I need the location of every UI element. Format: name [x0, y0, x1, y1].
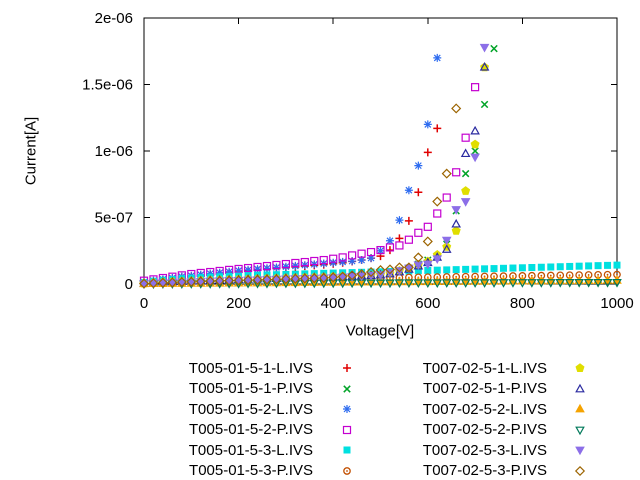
x-tick-label: 400 — [321, 295, 346, 312]
legend-label: T005-01-5-2-L.IVS — [188, 400, 313, 418]
x-tick-label: 800 — [510, 295, 535, 312]
legend-marker-pent-icon — [547, 360, 613, 376]
legend-label: T005-01-5-3-P.IVS — [189, 462, 313, 480]
legend-label: T007-02-5-2-L.IVS — [422, 400, 547, 418]
x-axis-title: Voltage[V] — [345, 322, 415, 340]
legend-marker-ftrid-icon — [547, 442, 613, 458]
y-tick-label: 1.5e-06 — [82, 77, 133, 94]
tick-labels: 0 200 400 600 800 1000 0 5e-07 1e-06 1.5e-06 2e-06 — [82, 10, 634, 312]
y-tick-label: 5e-07 — [95, 210, 133, 227]
chart-legend: T005-01-5-1-L.IVS T007-02-5-1-L.IVS T005-0… — [150, 358, 613, 480]
series-T005-01-5-1-L.IVS — [140, 124, 442, 287]
x-tick-label: 600 — [415, 295, 440, 312]
series-T007-02-5-3-P.IVS — [138, 103, 462, 289]
legend-marker-trid-icon — [547, 422, 613, 438]
series-T007-02-5-3-L.IVS — [139, 43, 490, 289]
legend-marker-cross-icon — [313, 381, 380, 397]
legend-label: T007-02-5-1-P.IVS — [423, 380, 547, 398]
legend-marker-square-icon — [313, 422, 380, 438]
legend-label: T007-02-5-3-P.IVS — [423, 462, 547, 480]
legend-marker-ftri-icon — [547, 401, 613, 417]
legend-marker-fsquare-icon — [313, 442, 380, 458]
y-tick-label: 1e-06 — [95, 143, 133, 160]
legend-marker-diamond-icon — [547, 463, 613, 479]
legend-label: T005-01-5-1-P.IVS — [189, 380, 313, 398]
x-tick-label: 0 — [140, 295, 148, 312]
x-tick-label: 1000 — [600, 295, 633, 312]
legend-marker-plus-icon — [313, 360, 380, 376]
legend-marker-tri-icon — [547, 381, 613, 397]
y-tick-label: 2e-06 — [95, 10, 133, 27]
plot-border — [143, 17, 618, 285]
y-axis-title: Current[A] — [22, 116, 40, 186]
legend-label: T007-02-5-3-L.IVS — [422, 441, 547, 459]
x-tick-label: 200 — [226, 295, 251, 312]
series-T005-01-5-2-P.IVS — [139, 83, 480, 285]
legend-label: T005-01-5-1-L.IVS — [188, 359, 313, 377]
series-T005-01-5-2-L.IVS — [140, 53, 442, 287]
legend-label: T005-01-5-2-P.IVS — [189, 421, 313, 439]
axis-ticks — [143, 17, 618, 285]
series-T007-02-5-1-L.IVS — [139, 62, 490, 288]
y-tick-label: 0 — [125, 276, 133, 293]
legend-marker-star-icon — [313, 401, 380, 417]
legend-label: T007-02-5-2-P.IVS — [423, 421, 547, 439]
legend-marker-circle-icon — [313, 463, 380, 479]
legend-label: T007-02-5-1-L.IVS — [422, 359, 547, 377]
legend-label: T005-01-5-3-L.IVS — [188, 441, 313, 459]
